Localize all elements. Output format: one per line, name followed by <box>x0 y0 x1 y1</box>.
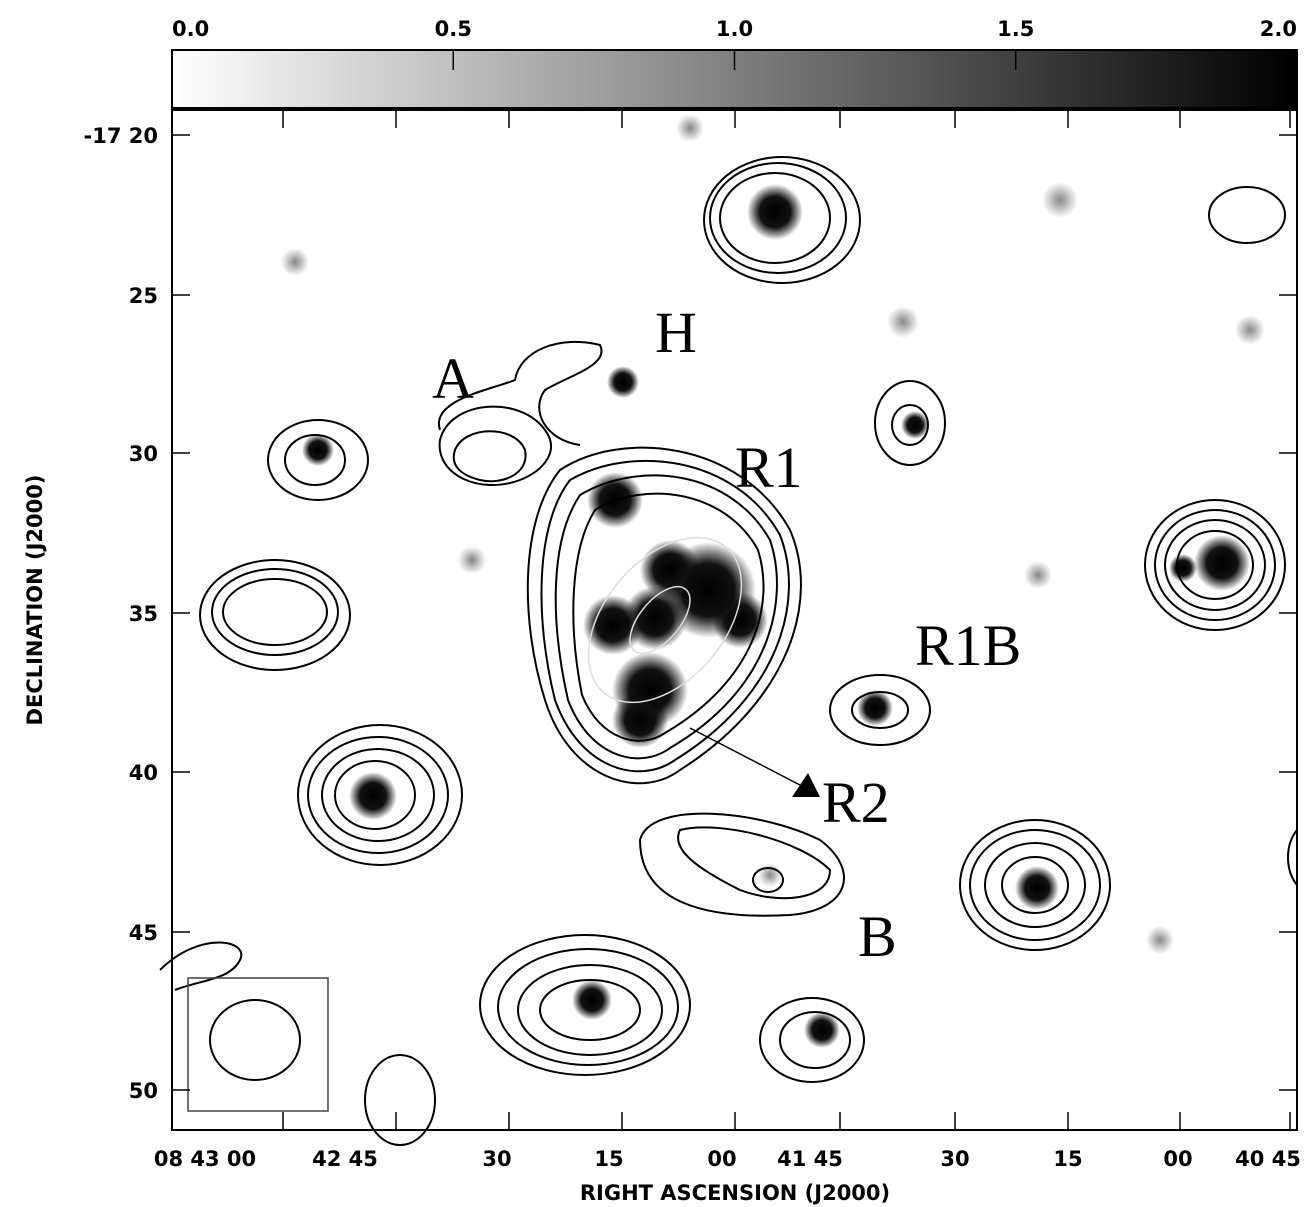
label-h: H <box>655 300 697 365</box>
x-tick-label: 41 45 <box>777 1147 843 1171</box>
colorbar-tick-label: 0.0 <box>172 17 209 41</box>
y-tick-label: 50 <box>129 1079 158 1103</box>
colorbar-tick-label: 1.5 <box>997 17 1034 41</box>
axis-ticks: -17 20 25 30 35 40 45 50 08 43 00 42 45 30 15 00 41 … <box>84 110 1301 1171</box>
label-r1: R1 <box>735 435 803 500</box>
x-axis-label: RIGHT ASCENSION (J2000) <box>580 1181 890 1205</box>
x-tick-label: 42 45 <box>312 1147 378 1171</box>
beam-box <box>187 977 329 1112</box>
x-tick-label: 30 <box>482 1147 511 1171</box>
colorbar-tick-label: 2.0 <box>1260 17 1297 41</box>
x-tick-label: 30 <box>940 1147 969 1171</box>
x-tick-label: 00 <box>707 1147 736 1171</box>
label-b: B <box>858 904 897 969</box>
x-tick-label: 15 <box>594 1147 623 1171</box>
y-tick-label: 45 <box>129 921 158 945</box>
x-tick-label: 00 <box>1163 1147 1192 1171</box>
y-tick-label: 35 <box>129 602 158 626</box>
label-r2: R2 <box>822 770 890 835</box>
colorbar-ticks: 0.0 0.5 1.0 1.5 2.0 <box>171 17 1298 70</box>
y-tick-label: 30 <box>129 442 158 466</box>
colorbar-tick-label: 1.0 <box>716 17 753 41</box>
y-axis-label: DECLINATION (J2000) <box>23 475 47 726</box>
colorbar-tick-label: 0.5 <box>435 17 472 41</box>
x-tick-label: 15 <box>1053 1147 1082 1171</box>
y-tick-label: 25 <box>129 284 158 308</box>
label-r1b: R1B <box>915 613 1021 678</box>
r2-marker <box>792 773 820 797</box>
x-tick-label: 08 43 00 <box>154 1147 256 1171</box>
y-tick-label: -17 20 <box>84 124 158 148</box>
annotations: H A R1 R1B R2 B <box>432 300 1021 969</box>
image <box>281 114 1265 1048</box>
pointer-line <box>689 727 801 786</box>
contours <box>159 156 1298 1146</box>
label-a: A <box>432 346 474 411</box>
x-tick-label: 40 45 <box>1235 1147 1301 1171</box>
y-tick-label: 40 <box>129 761 158 785</box>
